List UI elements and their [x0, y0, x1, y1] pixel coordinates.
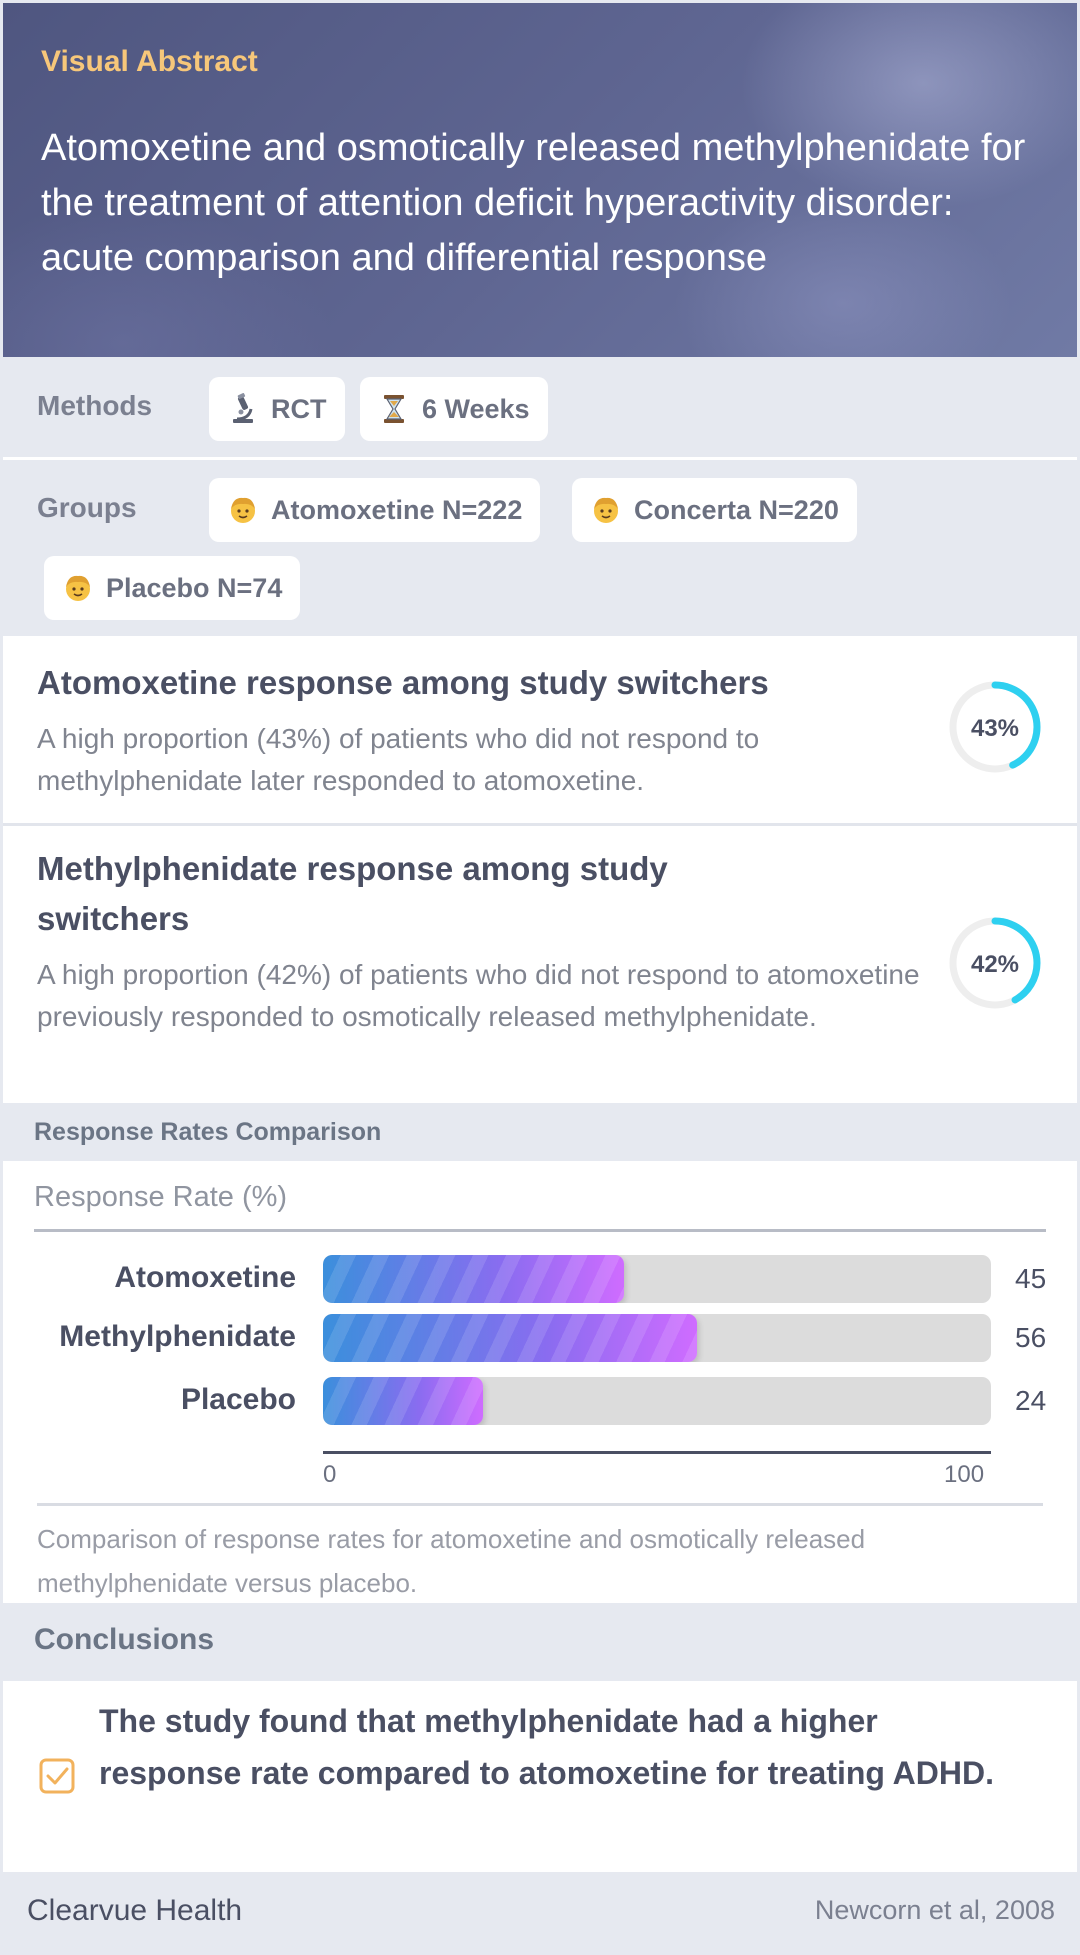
- group-chip-atomoxetine: Atomoxetine N=222: [209, 478, 541, 542]
- response-rate-chart: Response Rate (%) Atomoxetine 45 Methylphe…: [3, 1161, 1077, 1603]
- x-tick-label: 100: [944, 1461, 985, 1488]
- bar-track: [323, 1377, 991, 1425]
- bar-value-label: 45: [1015, 1263, 1047, 1294]
- method-chip-text: 6 Weeks: [422, 393, 530, 424]
- chart-top-rule: [34, 1229, 1046, 1232]
- bar-track: [323, 1314, 991, 1362]
- divider: [3, 823, 1077, 826]
- bar: [323, 1377, 484, 1425]
- divider: [3, 457, 1077, 460]
- person-icon: [227, 494, 259, 526]
- footer: Clearvue Health Newcorn et al, 2008: [3, 1872, 1077, 1952]
- method-chip-rct: RCT: [209, 377, 345, 441]
- group-chip-text: Placebo N=74: [106, 572, 283, 603]
- conclusions-title: Conclusions: [34, 1623, 215, 1656]
- page-title: Atomoxetine and osmotically released met…: [41, 127, 1026, 279]
- bar: [323, 1255, 624, 1303]
- checkbox-icon: [39, 1758, 75, 1794]
- header-banner: Visual Abstract Atomoxetine and osmotica…: [3, 3, 1077, 357]
- method-chip-text: RCT: [271, 393, 327, 424]
- citation: Newcorn et al, 2008: [814, 1895, 1055, 1925]
- bar-track: [323, 1255, 991, 1303]
- group-chip-concerta: Concerta N=220: [572, 478, 857, 542]
- chart-x-axis: [323, 1451, 991, 1454]
- finding-card: Methylphenidate response among study swi…: [3, 826, 1077, 1103]
- x-tick-label: 0: [323, 1461, 337, 1488]
- person-icon: [62, 572, 94, 604]
- bar: [323, 1314, 698, 1362]
- finding-title: Methylphenidate response among study swi…: [37, 850, 668, 937]
- percent-ring-arc: [949, 917, 1041, 1009]
- finding-title: Atomoxetine response among study switche…: [37, 664, 769, 701]
- visual-abstract: Visual Abstract Atomoxetine and osmotica…: [3, 3, 1077, 1952]
- hourglass-icon: [378, 393, 410, 425]
- kicker-label: Visual Abstract: [41, 45, 258, 78]
- finding-card: Atomoxetine response among study switche…: [3, 636, 1077, 823]
- conclusion-text: The study found that methylphenidate had…: [99, 1703, 994, 1791]
- conclusions-body: The study found that methylphenidate had…: [3, 1681, 1077, 1872]
- percent-ring-arc: [949, 681, 1041, 773]
- chart-caption: Comparison of response rates for atomoxe…: [37, 1524, 866, 1598]
- conclusions-header: Conclusions: [3, 1603, 1077, 1681]
- microscope-icon: [227, 393, 259, 425]
- percent-ring-label: 42%: [971, 951, 1019, 978]
- groups-label: Groups: [37, 492, 137, 523]
- methods-label: Methods: [37, 390, 153, 421]
- percent-ring-label: 43%: [971, 715, 1019, 742]
- brand-name: Clearvue Health: [27, 1894, 243, 1927]
- chart-bottom-rule: [37, 1503, 1043, 1506]
- chart-axis-title: Response Rate (%): [34, 1181, 288, 1213]
- group-chip-text: Concerta N=220: [634, 494, 839, 525]
- bar-label: Atomoxetine: [114, 1261, 296, 1294]
- finding-description: A high proportion (43%) of patients who …: [37, 723, 760, 796]
- percent-ring: 43%: [949, 681, 1041, 773]
- person-icon: [590, 494, 622, 526]
- bar-label: Placebo: [180, 1383, 296, 1416]
- chart-section-title: Response Rates Comparison: [34, 1118, 382, 1146]
- bar-value-label: 56: [1015, 1322, 1047, 1353]
- methods-row: Methods RCT: [3, 357, 1077, 457]
- bar-value-label: 24: [1015, 1385, 1047, 1416]
- chart-section-header: Response Rates Comparison: [3, 1103, 1077, 1161]
- groups-row: Groups Atomoxetine N=222 Concerta N=220 …: [3, 460, 1077, 636]
- group-chip-text: Atomoxetine N=222: [271, 494, 523, 525]
- percent-ring: 42%: [949, 917, 1041, 1009]
- method-chip-duration: 6 Weeks: [360, 377, 548, 441]
- finding-description: A high proportion (42%) of patients who …: [37, 959, 920, 1032]
- bar-label: Methylphenidate: [59, 1320, 296, 1353]
- group-chip-placebo: Placebo N=74: [44, 556, 301, 620]
